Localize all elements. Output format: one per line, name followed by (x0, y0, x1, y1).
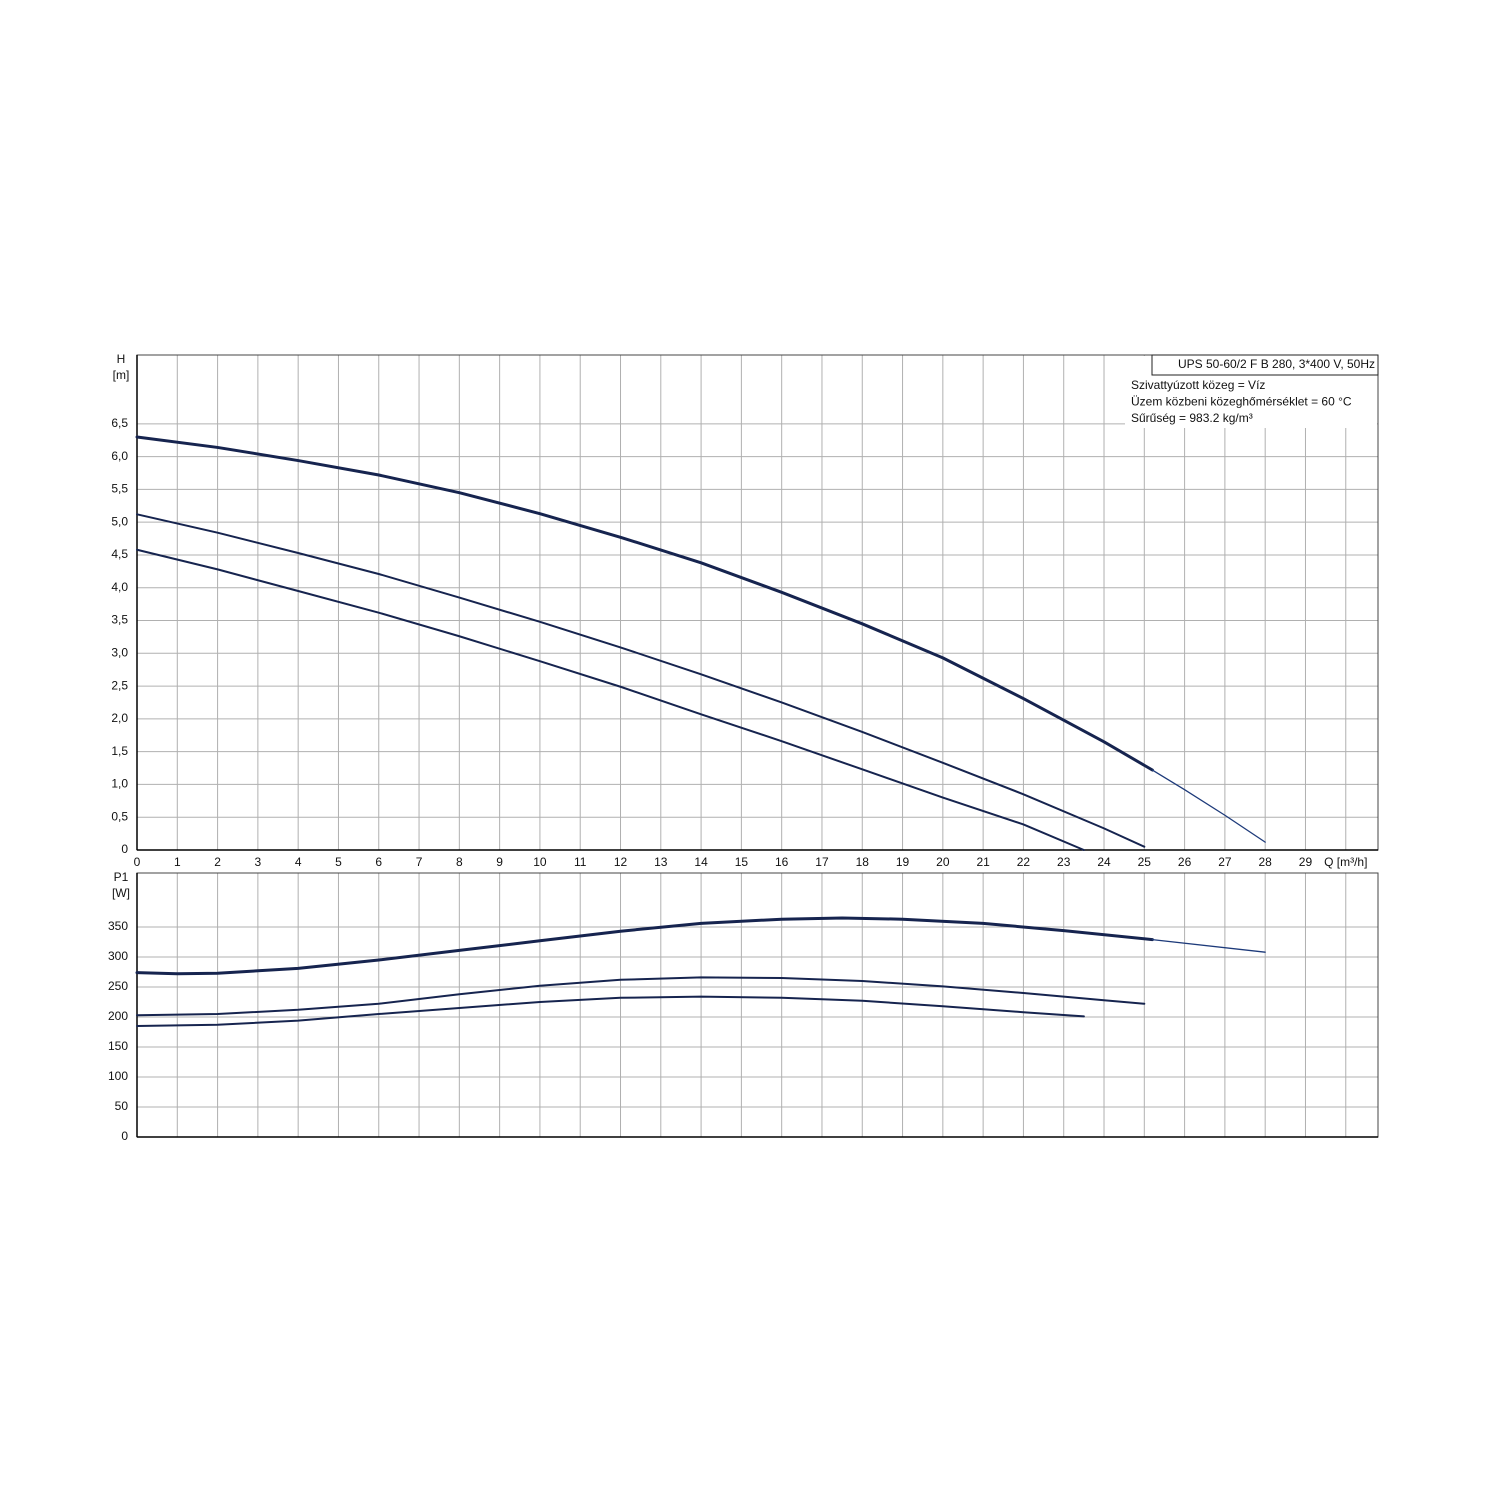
x-tick-label: 4 (295, 855, 302, 869)
x-tick-label: 11 (574, 855, 587, 869)
x-tick-label: 19 (896, 855, 910, 869)
x-tick-label: 1 (174, 855, 181, 869)
x-tick-label: 20 (936, 855, 950, 869)
x-tick-label: 2 (214, 855, 221, 869)
x-tick-label: 24 (1097, 855, 1111, 869)
y-tick-label: 150 (108, 1039, 128, 1053)
x-tick-label: 8 (456, 855, 463, 869)
y-tick-label: 0,5 (111, 809, 128, 823)
curve (136, 995, 1085, 1027)
y-axis-label: H (117, 352, 126, 366)
y-tick-label: 300 (108, 949, 128, 963)
y-tick-label: 350 (108, 919, 128, 933)
x-tick-label: Q [m³/h] (1324, 855, 1367, 869)
info-title: UPS 50-60/2 F B 280, 3*400 V, 50Hz (1178, 357, 1375, 371)
x-tick-label: 16 (775, 855, 789, 869)
y-tick-label: 2,0 (111, 711, 128, 725)
curve (135, 435, 1154, 772)
x-tick-label: 15 (735, 855, 749, 869)
y-tick-label: 200 (108, 1009, 128, 1023)
info-line: Üzem közbeni közeghőmérséklet = 60 °C (1131, 395, 1352, 409)
y-tick-label: 4,0 (111, 580, 128, 594)
x-tick-label: 21 (976, 855, 990, 869)
curve (136, 513, 1146, 848)
y-tick-label: 50 (115, 1099, 129, 1113)
curve (135, 916, 1154, 976)
y-tick-label: 100 (108, 1069, 128, 1083)
info-title-box (1151, 354, 1379, 376)
x-tick-label: 3 (255, 855, 262, 869)
x-tick-label: 0 (134, 855, 141, 869)
x-tick-label: 5 (335, 855, 342, 869)
x-tick-label: 14 (694, 855, 708, 869)
y-axis-label: [W] (112, 886, 130, 900)
x-tick-label: 26 (1178, 855, 1192, 869)
x-tick-label: 29 (1299, 855, 1313, 869)
y-tick-label: 3,0 (111, 645, 128, 659)
y-tick-label: 0 (121, 1129, 128, 1143)
x-tick-label: 22 (1017, 855, 1031, 869)
curve (136, 976, 1146, 1017)
x-tick-label: 23 (1057, 855, 1071, 869)
info-line: Sűrűség = 983.2 kg/m³ (1131, 411, 1253, 425)
y-tick-label: 5,5 (111, 482, 128, 496)
y-tick-label: 5,0 (111, 514, 128, 528)
x-tick-label: 10 (533, 855, 547, 869)
y-tick-label: 1,5 (111, 744, 128, 758)
y-axis-label: [m] (113, 368, 130, 382)
x-tick-label: 28 (1259, 855, 1273, 869)
info-line: Szivattyúzott közeg = Víz (1131, 378, 1265, 392)
x-tick-label: 9 (496, 855, 503, 869)
x-tick-label: 13 (654, 855, 668, 869)
y-tick-label: 6,5 (111, 416, 128, 430)
x-tick-label: 12 (614, 855, 628, 869)
x-tick-label: 18 (856, 855, 870, 869)
curve (136, 548, 1085, 851)
x-tick-label: 7 (416, 855, 423, 869)
x-tick-label: 27 (1218, 855, 1232, 869)
y-tick-label: 2,5 (111, 678, 128, 692)
x-tick-label: 17 (815, 855, 829, 869)
y-tick-label: 3,5 (111, 613, 128, 627)
y-tick-label: 4,5 (111, 547, 128, 561)
y-axis-label: P1 (114, 870, 129, 884)
y-tick-label: 0 (121, 842, 128, 856)
curve (1151, 769, 1266, 843)
y-tick-label: 1,0 (111, 777, 128, 791)
y-tick-label: 6,0 (111, 449, 128, 463)
x-tick-label: 6 (375, 855, 382, 869)
curve (1151, 938, 1266, 953)
x-tick-label: 25 (1138, 855, 1152, 869)
y-tick-label: 250 (108, 979, 128, 993)
